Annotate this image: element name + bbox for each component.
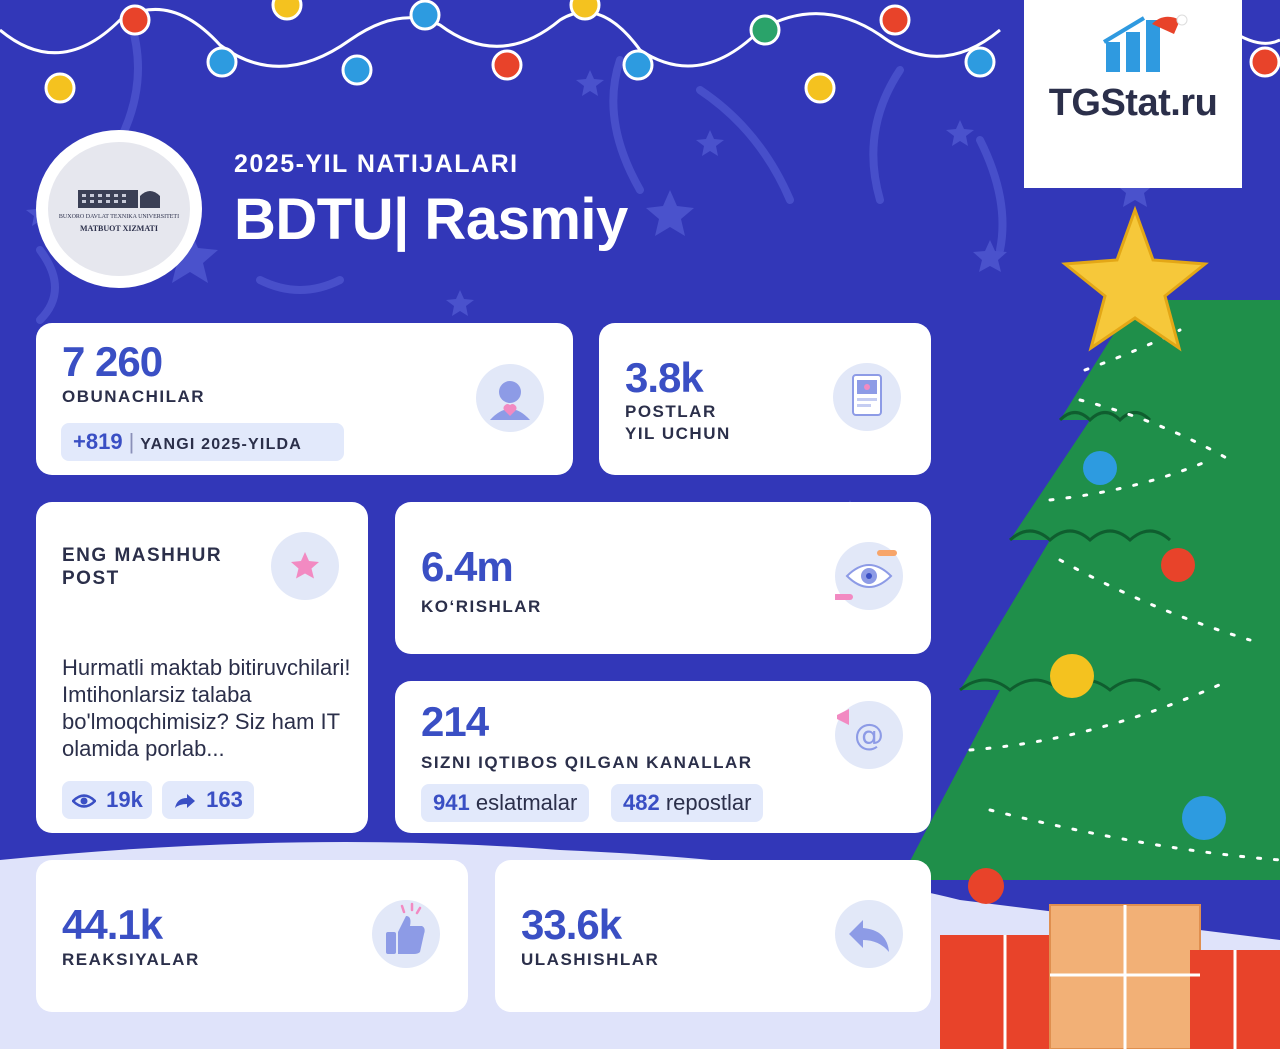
citations-label: SIZNI IQTIBOS QILGAN KANALLAR [421,753,753,772]
channel-avatar: BUXORO DAVLAT TEXNIKA UNIVERSITETI MATBU… [36,130,202,288]
growth-label: YANGI 2025-YILDA [140,436,303,453]
shares-value: 33.6k [521,901,622,948]
tgstat-logo-icon [1102,14,1188,72]
tgstat-brand-tag: TGStat.ru [1024,0,1242,188]
post-views-value: 19k [106,787,143,812]
reactions-label: REAKSIYALAR [62,950,200,969]
popular-post-text: Hurmatli maktab bitiruvchilari! Imtihonl… [62,655,351,761]
reactions-card: 44.1k REAKSIYALAR [36,860,468,1012]
reactions-value: 44.1k [62,901,163,948]
reposts-value: 482 [623,790,660,815]
subscribers-value: 7 260 [62,338,163,385]
citations-value: 214 [421,698,489,745]
subscribers-label: OBUNACHILAR [62,387,206,406]
posts-label: POSTLAR YIL UCHUN [625,402,731,443]
report-subtitle: 2025-YIL NATIJALARI [234,150,519,178]
channel-title: BDTU| Rasmiy [234,187,628,252]
reposts-label: repostlar [665,790,752,815]
svg-text:@: @ [854,718,884,753]
mentions-value: 941 [433,790,470,815]
thumbs-up-icon [372,900,440,968]
views-card: 6.4m KO‘RISHLAR [395,502,931,654]
logo-text-line2: MATBUOT XIZMATI [79,224,158,233]
popular-post-card[interactable]: ENG MASHHUR POST Hurmatli maktab bitiruv… [36,502,368,833]
post-views-chip: 19k [62,781,152,819]
at-megaphone-icon: @ [835,701,903,769]
share-arrow-icon [835,900,903,968]
user-heart-icon [476,364,544,432]
university-building-icon [78,190,160,208]
star-icon [271,532,339,600]
post-shares-value: 163 [206,787,243,812]
views-label: KO‘RISHLAR [421,597,542,616]
reposts-chip: 482 repostlar [611,784,764,822]
eye-small-icon [71,794,97,808]
subscribers-growth-chip: +819 | YANGI 2025-YILDA [61,423,344,461]
citations-card: 214 SIZNI IQTIBOS QILGAN KANALLAR 941 es… [395,681,931,833]
mentions-chip: 941 eslatmalar [421,784,590,822]
shares-card: 33.6k ULASHISHLAR [495,860,931,1012]
mentions-label: eslatmalar [475,790,578,815]
views-value: 6.4m [421,543,514,590]
shares-label: ULASHISHLAR [521,950,660,969]
popular-post-label: ENG MASHHUR POST [62,545,223,589]
posts-value: 3.8k [625,354,704,401]
document-image-icon [833,363,901,431]
logo-text-line1: BUXORO DAVLAT TEXNIKA UNIVERSITETI [58,214,180,220]
post-shares-chip: 163 [162,781,254,819]
share-small-icon [175,794,195,808]
eye-icon [835,542,903,610]
growth-value: +819 [73,429,123,454]
brand-name: TGStat.ru [1048,82,1218,124]
posts-card: 3.8k POSTLAR YIL UCHUN [599,323,931,475]
subscribers-card: 7 260 OBUNACHILAR +819 | YANGI 2025-YILDA [36,323,573,475]
